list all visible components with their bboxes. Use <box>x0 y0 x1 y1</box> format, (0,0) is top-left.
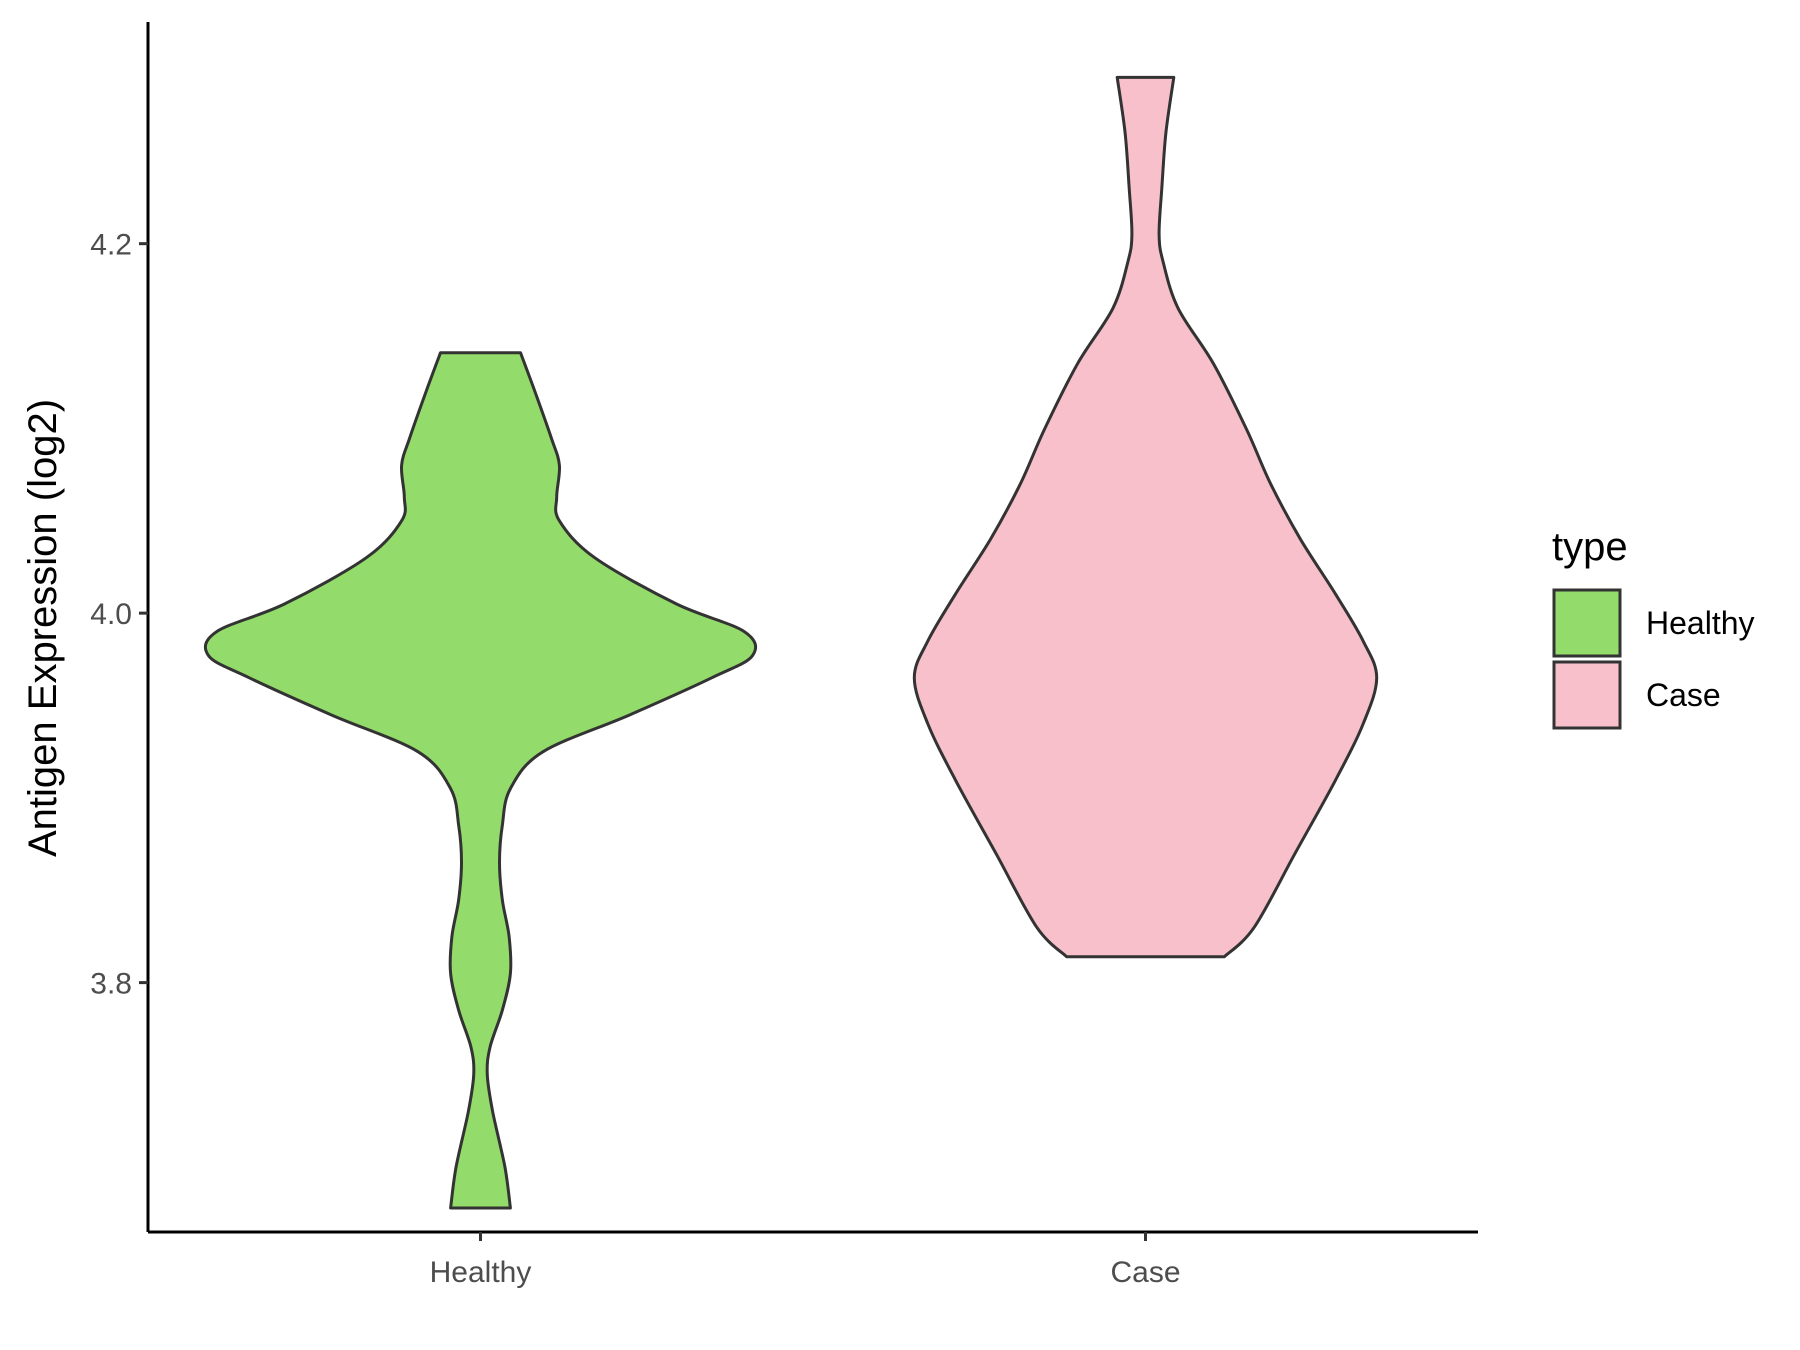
legend-key-healthy <box>1552 588 1622 658</box>
legend-label-healthy: Healthy <box>1646 605 1755 641</box>
legend-title: type <box>1552 525 1628 569</box>
violin-healthy <box>203 351 758 1210</box>
axes: 3.8 4.0 4.2 Healthy Case <box>90 22 1478 1289</box>
legend-key-case <box>1552 660 1622 730</box>
y-axis-title: Antigen Expression (log2) <box>21 399 65 857</box>
y-tick-label: 4.2 <box>90 229 132 262</box>
x-tick-label-case: Case <box>1110 1256 1180 1289</box>
legend: type Healthy Case <box>1552 525 1755 730</box>
violin-case <box>912 75 1379 959</box>
x-tick-label-healthy: Healthy <box>430 1256 532 1289</box>
y-tick-label: 3.8 <box>90 968 132 1001</box>
y-tick-label: 4.0 <box>90 598 132 631</box>
violin-layer <box>203 75 1379 1210</box>
legend-label-case: Case <box>1646 677 1721 713</box>
